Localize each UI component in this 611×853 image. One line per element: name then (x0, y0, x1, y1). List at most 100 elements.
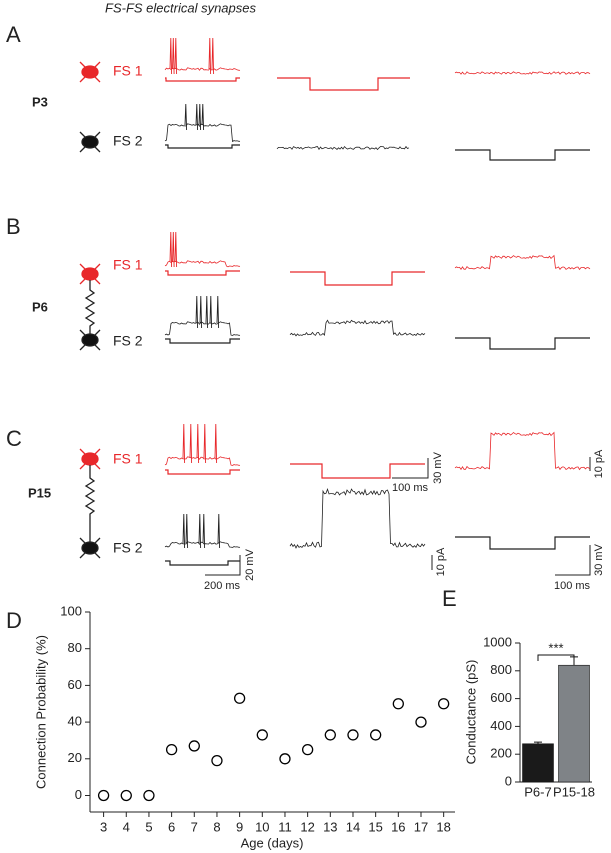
x-tick-label: P15-18 (553, 784, 595, 799)
point (256, 729, 268, 741)
spikes (182, 513, 221, 549)
cell-label: FS 2 (113, 540, 143, 556)
y-tick-label: 0 (505, 773, 512, 788)
trace (164, 321, 241, 336)
scale-label: 200 ms (204, 580, 241, 592)
point (120, 789, 132, 802)
cell-label: FS 2 (113, 333, 143, 349)
x-tick-label: 10 (255, 819, 269, 834)
scale-label: 10 pA (435, 547, 447, 576)
step-trace (165, 144, 240, 149)
x-tick-label: 15 (368, 819, 382, 834)
neuron-icons (79, 61, 101, 559)
y-tick-label: 20 (68, 750, 82, 765)
significance-bracket (537, 654, 575, 661)
step-trace (277, 77, 410, 91)
trace (164, 123, 241, 143)
point (370, 729, 382, 741)
trace (454, 254, 591, 271)
y-tick-label: 1000 (483, 634, 512, 649)
cell-label: FS 2 (113, 133, 143, 149)
trace (289, 487, 426, 549)
trace (164, 67, 241, 71)
panel-letter: D (6, 608, 22, 633)
panel-letter: E (442, 586, 457, 611)
x-tick-label: 13 (323, 819, 337, 834)
point (438, 698, 450, 710)
spikes (195, 295, 220, 329)
step-trace (165, 338, 240, 344)
x-tick-label: 6 (168, 819, 175, 834)
panel-letter: A (6, 22, 21, 47)
age-label: P3 (32, 94, 48, 109)
y-tick-label: 40 (68, 714, 82, 729)
point (233, 692, 246, 704)
spikes (184, 103, 205, 131)
trace (164, 541, 241, 548)
point (279, 753, 291, 765)
annotation: *** (548, 640, 563, 655)
point (324, 729, 336, 741)
step-trace (455, 337, 590, 350)
point (165, 743, 178, 756)
y-tick-label: 400 (490, 718, 512, 733)
trace (454, 431, 591, 471)
trace (289, 319, 426, 337)
y-axis-label: Connection Probability (%) (33, 635, 48, 789)
point (415, 716, 427, 728)
point (392, 698, 404, 710)
y-tick-label: 60 (68, 677, 82, 692)
figure-title: FS-FS electrical synapses (105, 0, 256, 15)
cell-label: FS 1 (113, 63, 143, 79)
x-tick-label: 7 (191, 819, 198, 834)
x-tick-label: 14 (346, 819, 360, 834)
y-tick-label: 0 (75, 787, 82, 802)
panel-letter: C (6, 426, 22, 451)
x-tick-label: 5 (145, 819, 152, 834)
cell-label: FS 1 (113, 451, 143, 467)
trace (164, 260, 241, 268)
x-tick-label: P6-7 (524, 784, 551, 799)
y-tick-label: 800 (490, 662, 512, 677)
step-trace (165, 560, 240, 566)
y-tick-label: 100 (60, 603, 82, 618)
step-trace (455, 149, 590, 161)
y-tick-label: 80 (68, 640, 82, 655)
cell-label: FS 1 (113, 257, 143, 273)
x-tick-label: 11 (278, 819, 292, 834)
age-label: P15 (28, 485, 51, 500)
step-trace (165, 270, 240, 276)
x-tick-label: 18 (436, 819, 450, 834)
trace (454, 71, 591, 75)
error-bar (534, 741, 542, 744)
step-trace (165, 469, 240, 475)
x-tick-label: 16 (391, 819, 405, 834)
trace (164, 456, 241, 466)
point (188, 740, 200, 752)
bar (558, 664, 590, 783)
x-tick-label: 4 (123, 819, 130, 834)
scale-bars (205, 457, 591, 576)
step-trace (165, 77, 240, 82)
panel-letter: B (6, 214, 21, 239)
point (347, 729, 359, 741)
scale-label: 30 mV (593, 543, 605, 575)
x-tick-label: 12 (300, 819, 314, 834)
step-trace (290, 463, 425, 479)
bar (522, 743, 554, 783)
y-tick-label: 600 (490, 690, 512, 705)
y-tick-label: 200 (490, 746, 512, 761)
x-tick-label: 8 (213, 819, 220, 834)
point (301, 743, 314, 756)
x-axis-label: Age (days) (241, 835, 304, 850)
scale-label: 100 ms (392, 482, 429, 494)
age-label: P6 (32, 299, 48, 314)
step-trace (290, 271, 425, 286)
spikes (182, 423, 218, 464)
step-trace (455, 536, 590, 550)
x-tick-label: 9 (236, 819, 243, 834)
x-tick-label: 3 (100, 819, 107, 834)
x-tick-label: 17 (414, 819, 428, 834)
